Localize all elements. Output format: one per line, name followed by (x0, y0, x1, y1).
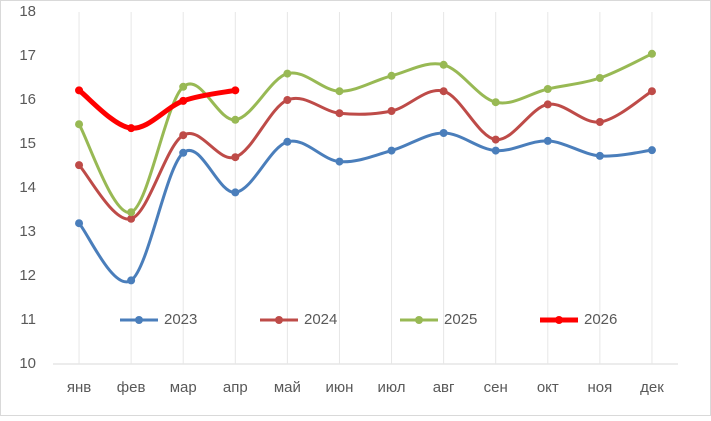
series-line (76, 87, 238, 131)
x-tick-label: июн (325, 379, 353, 396)
data-point (543, 85, 552, 93)
data-point (179, 82, 188, 91)
legend-marker (135, 316, 143, 324)
data-point (595, 118, 604, 126)
data-point (283, 96, 292, 104)
data-point (387, 71, 396, 80)
data-point (127, 208, 136, 217)
x-tick-label: мар (170, 379, 197, 396)
x-tick-label: ноя (588, 379, 613, 396)
data-point (179, 96, 188, 105)
data-point (231, 188, 240, 197)
data-point (127, 276, 136, 285)
data-point (335, 87, 344, 96)
data-point (647, 87, 656, 96)
legend-label: 2025 (444, 311, 477, 328)
data-point (231, 153, 240, 162)
legend-marker (555, 316, 563, 324)
x-tick-label: сен (484, 379, 508, 396)
x-tick-label: янв (67, 379, 91, 396)
y-tick-label: 11 (20, 311, 36, 328)
x-tick-label: фев (117, 379, 146, 396)
data-point (283, 137, 292, 146)
data-point (231, 115, 240, 124)
data-point (179, 131, 188, 140)
data-point (543, 100, 552, 109)
x-tick-label: авг (433, 379, 455, 396)
data-point (75, 86, 84, 95)
data-point (491, 146, 500, 155)
x-tick-label: апр (223, 379, 248, 396)
data-point (127, 214, 136, 223)
legend-label: 2026 (584, 311, 617, 328)
x-tick-label: июл (378, 379, 406, 396)
y-tick-label: 15 (19, 135, 36, 152)
data-point (179, 148, 188, 157)
y-tick-label: 18 (19, 3, 36, 20)
x-tick-label: май (274, 379, 301, 396)
data-point (439, 87, 448, 96)
legend-marker (415, 316, 423, 324)
data-point (387, 107, 396, 115)
y-tick-label: 13 (19, 223, 36, 240)
data-point (127, 124, 136, 133)
data-point (439, 129, 448, 137)
y-tick-label: 16 (19, 91, 36, 108)
data-point (335, 157, 344, 166)
data-point (647, 49, 656, 58)
data-point (75, 219, 84, 228)
legend-label: 2024 (304, 311, 337, 328)
y-tick-label: 10 (19, 355, 36, 372)
data-point (491, 135, 500, 144)
x-tick-label: окт (537, 379, 559, 396)
y-tick-label: 12 (19, 267, 36, 284)
data-point (283, 69, 292, 78)
y-tick-label: 14 (19, 179, 36, 196)
data-point (595, 151, 604, 160)
data-point (543, 136, 552, 145)
data-point (647, 146, 656, 155)
data-point (595, 74, 604, 82)
data-point (439, 60, 448, 69)
legend-label: 2023 (164, 311, 197, 328)
data-point (387, 146, 396, 155)
y-tick-label: 17 (19, 47, 36, 64)
legend-marker (275, 316, 283, 324)
data-point (231, 86, 240, 95)
data-point (75, 161, 84, 170)
data-point (491, 98, 500, 107)
x-tick-label: дек (640, 379, 664, 396)
data-point (335, 109, 344, 118)
data-point (75, 120, 84, 129)
